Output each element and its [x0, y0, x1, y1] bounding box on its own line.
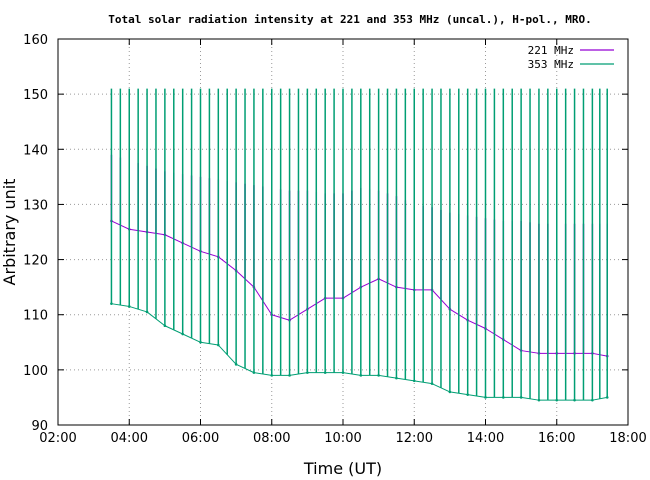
y-tick-label: 120 [23, 254, 48, 269]
data-line [217, 344, 237, 365]
data-line [111, 303, 130, 307]
data-line [431, 383, 451, 393]
x-tick-label: 12:00 [396, 431, 433, 446]
data-line [129, 305, 148, 313]
chart-title: Total solar radiation intensity at 221 a… [108, 13, 591, 26]
x-tick-label: 16:00 [538, 431, 575, 446]
data-line [200, 341, 219, 346]
data-line [378, 374, 397, 379]
y-tick-label: 100 [23, 364, 48, 379]
x-tick-label: 10:00 [324, 431, 361, 446]
data-line [182, 333, 201, 343]
data-line [164, 325, 183, 335]
data-point [288, 374, 291, 377]
x-tick-label: 04:00 [111, 431, 148, 446]
data-point [605, 396, 609, 399]
y-tick-label: 150 [23, 88, 48, 103]
y-tick-label: 130 [23, 198, 48, 213]
x-axis-label: Time (UT) [303, 459, 382, 478]
data-point [591, 398, 594, 402]
data-line [467, 394, 486, 398]
legend-label: 221 MHz [528, 44, 574, 57]
series-353-mhz [110, 88, 609, 402]
y-axis-label: Arbitrary unit [0, 179, 19, 286]
x-tick-label: 14:00 [467, 431, 504, 446]
data-line [592, 396, 608, 401]
data-line [521, 396, 540, 401]
data-line [414, 380, 433, 385]
ticks: 02:00 04:00 06:00 08:00 10:00 12:00 14:00 16:00… [23, 33, 647, 446]
data-line [253, 372, 272, 376]
legend-label: 353 MHz [528, 58, 574, 71]
y-tick-label: 90 [31, 419, 48, 434]
y-tick-label: 160 [23, 33, 48, 48]
x-tick-label: 06:00 [182, 431, 219, 446]
x-tick-label: 02:00 [39, 431, 76, 446]
data-line [146, 311, 166, 327]
data-line [235, 363, 255, 374]
y-tick-label: 110 [23, 309, 48, 324]
y-tick-label: 140 [23, 143, 48, 158]
data-line [449, 391, 468, 396]
series-layer [110, 88, 609, 402]
x-tick-label: 08:00 [253, 431, 290, 446]
data-line [342, 372, 361, 376]
data-line [289, 372, 308, 376]
data-line [396, 377, 415, 382]
x-tick-label: 18:00 [609, 431, 646, 446]
